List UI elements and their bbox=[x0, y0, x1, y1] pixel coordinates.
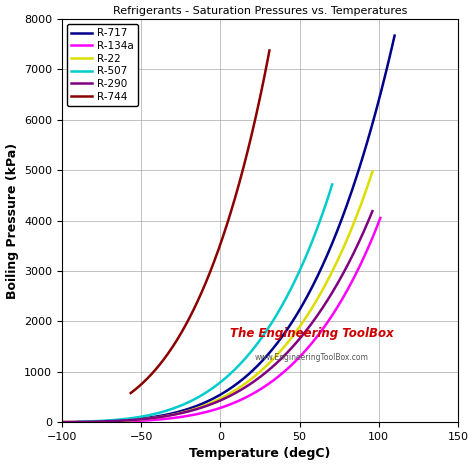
R-22 bbox=[370, 169, 375, 174]
R-744 bbox=[165, 351, 171, 357]
Line: R-290: R-290 bbox=[62, 211, 373, 422]
Legend: R-717, R-134a, R-22, R-507, R-290, R-744: R-717, R-134a, R-22, R-507, R-290, R-744 bbox=[67, 24, 138, 106]
R-290 bbox=[244, 384, 250, 389]
R-290 bbox=[59, 419, 65, 425]
R-22 bbox=[60, 419, 66, 425]
R-290 bbox=[340, 270, 346, 276]
R-134a bbox=[55, 419, 61, 425]
R-717 bbox=[277, 337, 283, 343]
R-507 bbox=[143, 413, 148, 418]
R-134a bbox=[347, 282, 353, 288]
R-22 bbox=[59, 419, 65, 425]
R-507 bbox=[90, 418, 96, 424]
Line: R-134a: R-134a bbox=[57, 218, 380, 422]
R-134a bbox=[246, 393, 251, 399]
R-134a bbox=[377, 215, 383, 221]
R-744 bbox=[134, 386, 139, 391]
R-744 bbox=[154, 366, 159, 371]
R-290 bbox=[60, 419, 66, 425]
R-507 bbox=[75, 419, 81, 425]
R-717 bbox=[364, 141, 370, 146]
R-290 bbox=[370, 208, 375, 214]
Y-axis label: Boiling Pressure (kPa): Boiling Pressure (kPa) bbox=[6, 143, 18, 299]
R-290 bbox=[249, 380, 255, 386]
R-744 bbox=[136, 384, 142, 389]
R-507 bbox=[85, 418, 91, 424]
Text: www.EngineeringToolBox.com: www.EngineeringToolBox.com bbox=[255, 353, 368, 362]
R-717 bbox=[392, 33, 397, 38]
R-717 bbox=[272, 343, 278, 349]
R-507 bbox=[122, 416, 128, 422]
R-22 bbox=[243, 380, 248, 386]
R-134a bbox=[327, 316, 332, 322]
R-717 bbox=[97, 418, 102, 424]
Text: The Engineering ToolBox: The Engineering ToolBox bbox=[229, 327, 393, 340]
R-717 bbox=[345, 199, 351, 205]
R-507 bbox=[317, 219, 322, 225]
X-axis label: Temperature (degC): Temperature (degC) bbox=[189, 447, 331, 460]
R-744 bbox=[128, 390, 134, 396]
R-22 bbox=[321, 285, 327, 291]
R-134a bbox=[247, 393, 253, 398]
R-717 bbox=[96, 418, 101, 424]
R-507 bbox=[308, 243, 313, 248]
Line: R-717: R-717 bbox=[99, 35, 394, 421]
R-744 bbox=[260, 83, 265, 89]
Line: R-744: R-744 bbox=[131, 50, 269, 393]
R-744 bbox=[255, 106, 260, 111]
R-290 bbox=[321, 303, 327, 309]
Title: Refrigerants - Saturation Pressures vs. Temperatures: Refrigerants - Saturation Pressures vs. … bbox=[113, 6, 407, 15]
R-507 bbox=[329, 182, 335, 187]
Line: R-22: R-22 bbox=[62, 171, 373, 422]
R-134a bbox=[252, 390, 258, 395]
R-717 bbox=[271, 345, 276, 350]
R-744 bbox=[266, 48, 272, 53]
R-290 bbox=[243, 384, 248, 390]
Line: R-507: R-507 bbox=[78, 185, 332, 422]
R-134a bbox=[55, 419, 60, 425]
R-22 bbox=[244, 380, 250, 385]
R-22 bbox=[340, 245, 346, 251]
R-22 bbox=[249, 376, 255, 381]
